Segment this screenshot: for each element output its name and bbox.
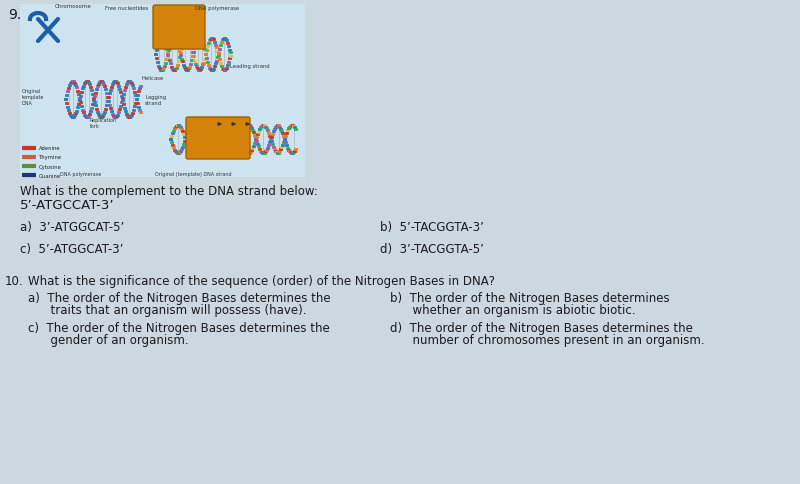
Text: traits that an organism will possess (have).: traits that an organism will possess (ha… [28, 303, 306, 317]
Text: c)  The order of the Nitrogen Bases determines the: c) The order of the Nitrogen Bases deter… [28, 321, 330, 334]
Text: Lagging
strand: Lagging strand [145, 94, 166, 106]
Text: d)  3’-TACGGTA-5’: d) 3’-TACGGTA-5’ [380, 242, 484, 256]
Text: Thymine: Thymine [39, 155, 62, 160]
Text: What is the significance of the sequence (order) of the Nitrogen Bases in DNA?: What is the significance of the sequence… [28, 274, 495, 287]
Text: a)  3’-ATGGCAT-5’: a) 3’-ATGGCAT-5’ [20, 221, 124, 233]
FancyBboxPatch shape [186, 118, 250, 160]
Text: DNA polymerase: DNA polymerase [195, 6, 239, 11]
Text: b)  The order of the Nitrogen Bases determines: b) The order of the Nitrogen Bases deter… [390, 291, 670, 304]
Text: whether an organism is abiotic biotic.: whether an organism is abiotic biotic. [390, 303, 635, 317]
Text: Original (template) DNA strand: Original (template) DNA strand [155, 172, 232, 177]
FancyBboxPatch shape [153, 6, 205, 50]
Text: c)  5’-ATGGCAT-3’: c) 5’-ATGGCAT-3’ [20, 242, 123, 256]
Text: Adenine: Adenine [39, 146, 61, 151]
Text: number of chromosomes present in an organism.: number of chromosomes present in an orga… [390, 333, 705, 346]
Text: Leading strand: Leading strand [230, 64, 270, 69]
Text: a)  The order of the Nitrogen Bases determines the: a) The order of the Nitrogen Bases deter… [28, 291, 330, 304]
Text: 5’-ATGCCAT-3’: 5’-ATGCCAT-3’ [20, 198, 114, 212]
Text: What is the complement to the DNA strand below:: What is the complement to the DNA strand… [20, 184, 318, 197]
Text: Cytosine: Cytosine [39, 164, 62, 169]
Text: b)  5’-TACGGTA-3’: b) 5’-TACGGTA-3’ [380, 221, 484, 233]
Text: 10.: 10. [5, 274, 24, 287]
Text: Guanine: Guanine [39, 173, 61, 178]
Text: Chromosome: Chromosome [55, 4, 92, 9]
Text: Replication
fork: Replication fork [90, 118, 117, 129]
Text: Free nucleotides: Free nucleotides [105, 6, 148, 11]
Text: gender of an organism.: gender of an organism. [28, 333, 189, 346]
Text: DNA polymerase: DNA polymerase [60, 172, 102, 177]
Text: d)  The order of the Nitrogen Bases determines the: d) The order of the Nitrogen Bases deter… [390, 321, 693, 334]
Text: 9.: 9. [8, 8, 22, 22]
Text: Original
template
DNA: Original template DNA [22, 89, 44, 106]
Text: Helicase: Helicase [142, 76, 164, 81]
Bar [20, 5, 305, 178]
